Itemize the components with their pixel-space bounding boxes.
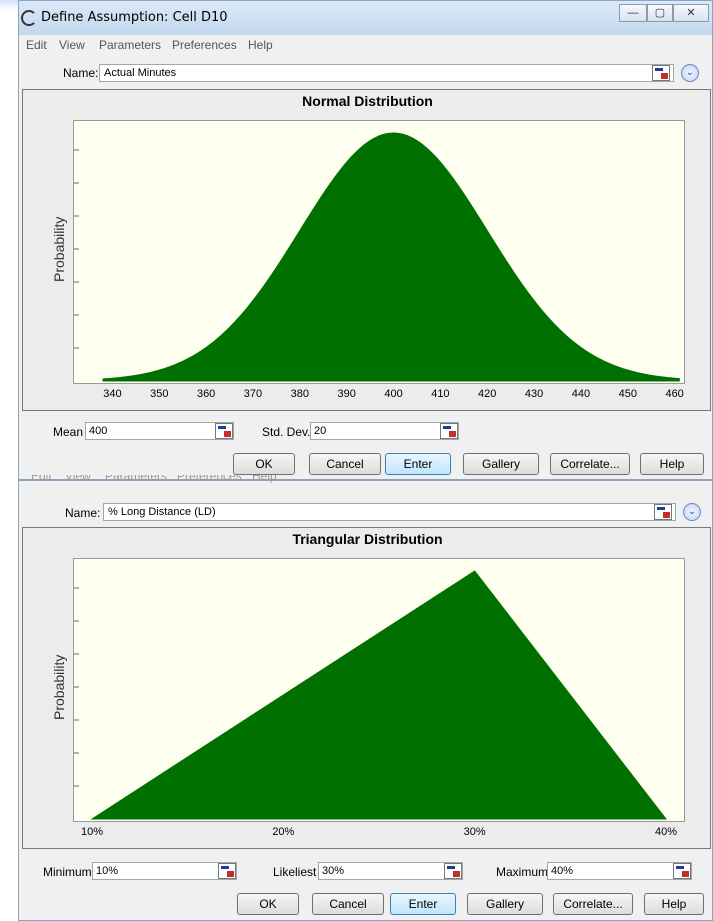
menu-help[interactable]: Help bbox=[248, 38, 273, 52]
app-icon bbox=[21, 10, 37, 26]
define-assumption-window-normal: Define Assumption: Cell D10 — ▢ ✕ Edit V… bbox=[18, 0, 713, 480]
enter-button[interactable]: Enter bbox=[385, 453, 451, 475]
menu-parameters[interactable]: Parameters bbox=[99, 38, 162, 52]
name-label: Name: bbox=[63, 66, 99, 80]
x-tick-label: 420 bbox=[478, 388, 497, 400]
cell-reference-icon[interactable] bbox=[652, 65, 670, 81]
menu-edit-partial[interactable]: Edit bbox=[31, 475, 52, 483]
x-tick-label: 390 bbox=[337, 388, 356, 400]
expand-chevron-icon[interactable]: ⌄ bbox=[683, 503, 701, 521]
triangular-chart-svg bbox=[74, 570, 668, 820]
x-tick-label: 30% bbox=[463, 826, 486, 838]
likeliest-cell-reference-icon[interactable] bbox=[444, 863, 462, 879]
x-tick-label: 360 bbox=[196, 388, 216, 400]
gallery-button[interactable]: Gallery bbox=[467, 893, 543, 915]
expand-chevron-icon[interactable]: ⌄ bbox=[681, 64, 699, 82]
correlate-button[interactable]: Correlate... bbox=[550, 453, 630, 475]
x-tick-label: 440 bbox=[571, 388, 591, 400]
likeliest-label: Likeliest bbox=[273, 865, 317, 879]
minimum-cell-reference-icon[interactable] bbox=[218, 863, 236, 879]
x-tick-label: 400 bbox=[384, 388, 403, 400]
x-tick-label: 10% bbox=[80, 826, 104, 838]
x-tick-label: 380 bbox=[290, 388, 309, 400]
std-dev-cell-reference-icon[interactable] bbox=[440, 423, 458, 439]
cancel-button[interactable]: Cancel bbox=[309, 453, 381, 475]
plot-area bbox=[73, 120, 685, 384]
ok-button[interactable]: OK bbox=[237, 893, 299, 915]
cancel-button[interactable]: Cancel bbox=[312, 893, 384, 915]
chart-title: Normal Distribution bbox=[302, 93, 433, 109]
menu-help-partial[interactable]: Help bbox=[252, 475, 277, 483]
menu-view-partial[interactable]: View bbox=[65, 475, 91, 483]
ok-button[interactable]: OK bbox=[233, 453, 295, 475]
x-tick-label: 430 bbox=[524, 388, 544, 400]
y-axis-label: Probability bbox=[51, 654, 67, 720]
menu-bar: Edit View Parameters Preferences Help bbox=[19, 37, 712, 55]
maximum-cell-reference-icon[interactable] bbox=[673, 863, 691, 879]
x-tick-label: 410 bbox=[431, 388, 450, 400]
y-axis-label: Probability bbox=[51, 216, 67, 282]
correlate-button[interactable]: Correlate... bbox=[553, 893, 633, 915]
chart-title: Triangular Distribution bbox=[292, 531, 443, 547]
gallery-button[interactable]: Gallery bbox=[463, 453, 539, 475]
normal-distribution-area bbox=[102, 132, 680, 382]
help-button[interactable]: Help bbox=[640, 453, 704, 475]
menu-view[interactable]: View bbox=[59, 38, 85, 52]
normal-chart-svg bbox=[74, 132, 680, 382]
menu-preferences[interactable]: Preferences bbox=[172, 38, 237, 52]
close-button[interactable]: ✕ bbox=[673, 4, 709, 22]
maximize-button[interactable]: ▢ bbox=[647, 4, 673, 22]
menu-parameters-partial[interactable]: Parameters bbox=[105, 475, 168, 483]
minimize-button[interactable]: — bbox=[619, 4, 647, 22]
help-button[interactable]: Help bbox=[644, 893, 704, 915]
triangular-distribution-area bbox=[90, 570, 668, 820]
name-input[interactable]: % Long Distance (LD) bbox=[103, 503, 676, 521]
minimum-label: Minimum bbox=[43, 865, 92, 879]
maximum-label: Maximum bbox=[496, 865, 549, 879]
mean-label: Mean bbox=[53, 425, 84, 439]
name-input[interactable]: Actual Minutes bbox=[99, 64, 674, 82]
minimum-input[interactable]: 10% bbox=[92, 862, 237, 880]
x-tick-label: 40% bbox=[654, 826, 678, 838]
mean-cell-reference-icon[interactable] bbox=[215, 423, 233, 439]
enter-button[interactable]: Enter bbox=[390, 893, 456, 915]
std-dev-label: Std. Dev. bbox=[262, 425, 311, 439]
define-assumption-window-triangular: Edit View Parameters Preferences Help Na… bbox=[18, 475, 713, 921]
std-dev-input[interactable]: 20 bbox=[310, 422, 459, 440]
plot-area bbox=[73, 558, 685, 822]
chart-panel: Normal Distribution Probability 340 350 36… bbox=[22, 89, 711, 411]
maximum-input[interactable]: 40% bbox=[547, 862, 692, 880]
mean-input[interactable]: 400 bbox=[85, 422, 234, 440]
title-bar[interactable]: Define Assumption: Cell D10 — ▢ ✕ bbox=[19, 1, 712, 35]
chart-panel: Triangular Distribution Probability 10% 2… bbox=[22, 527, 711, 849]
menu-preferences-partial[interactable]: Preferences bbox=[177, 475, 242, 483]
x-tick-label: 450 bbox=[618, 388, 637, 400]
menu-edit[interactable]: Edit bbox=[26, 38, 47, 52]
x-tick-label: 340 bbox=[103, 388, 122, 400]
x-tick-label: 350 bbox=[150, 388, 169, 400]
cell-reference-icon[interactable] bbox=[654, 504, 672, 520]
window-title: Define Assumption: Cell D10 bbox=[41, 10, 228, 25]
menu-bar-partial: Edit View Parameters Preferences Help bbox=[19, 475, 712, 485]
x-tick-label: 370 bbox=[243, 388, 263, 400]
x-tick-label: 460 bbox=[665, 388, 684, 400]
likeliest-input[interactable]: 30% bbox=[318, 862, 463, 880]
name-label: Name: bbox=[65, 506, 101, 520]
x-tick-label: 20% bbox=[272, 826, 295, 838]
